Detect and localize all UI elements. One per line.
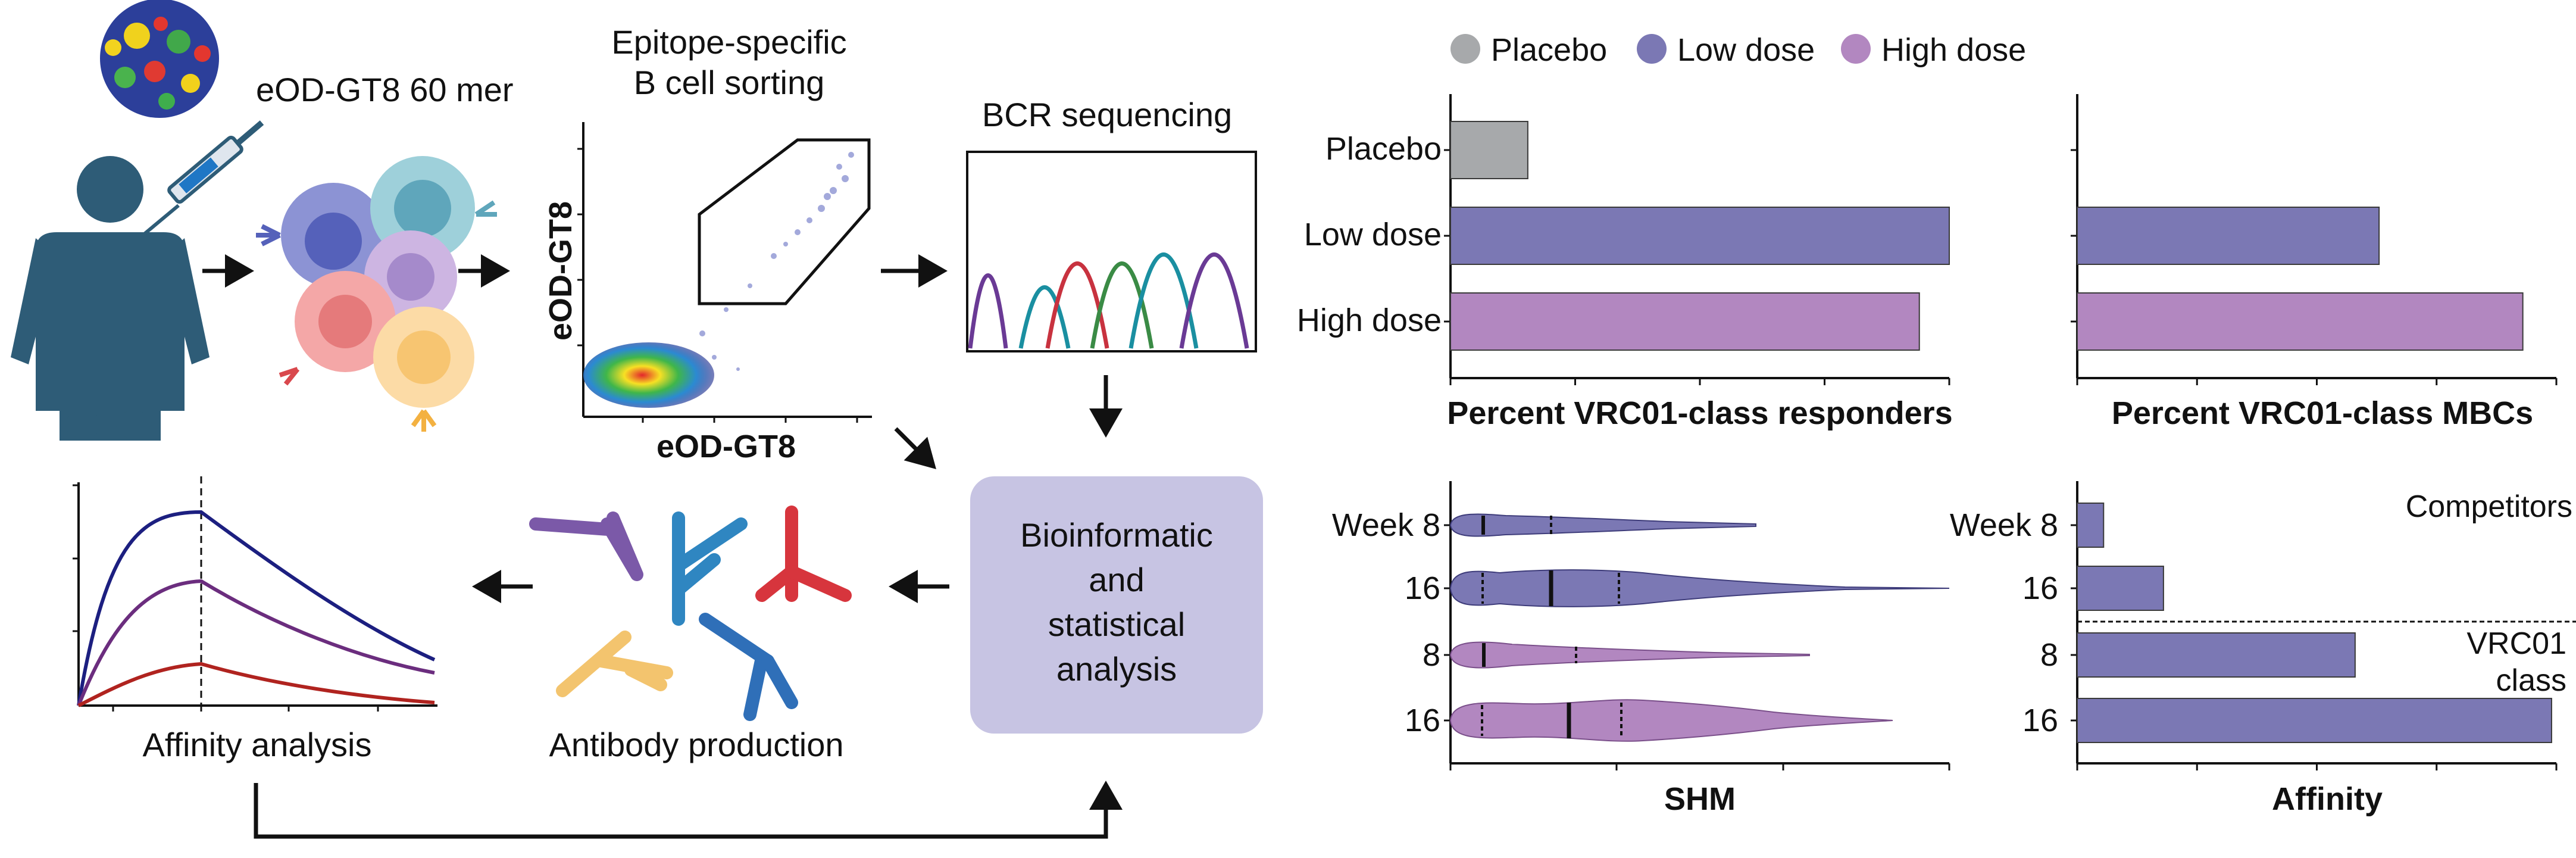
person-icon: [11, 156, 210, 441]
bioinformatic-line1: Bioinformatic: [1020, 516, 1213, 554]
violin-8-high: [1449, 641, 1810, 669]
violin-16-high: [1449, 699, 1893, 742]
x-axis-label: Percent VRC01-class responders: [1447, 395, 1952, 431]
antibodies-icon: [529, 506, 852, 721]
x-axis-label: Affinity: [2272, 781, 2383, 817]
feedback-arrow: [254, 781, 1123, 839]
chart-shm: Week 8 16 8 16 SHM: [1332, 481, 1950, 817]
nanoparticle-icon: [100, 0, 219, 118]
chart-vrc01-responders: Placebo Low dose High dose Percent VRC01…: [1297, 94, 1953, 431]
sequencing-chromatogram: [966, 151, 1257, 352]
legend-swatch-high-dose: [1841, 34, 1871, 64]
nanoparticle-label: eOD-GT8 60 mer: [256, 71, 514, 108]
antibody-label: Antibody production: [549, 726, 843, 763]
category-label-week8: Week 8: [1950, 507, 2058, 543]
x-axis-label: Percent VRC01-class MBCs: [2112, 395, 2533, 431]
chart-affinity: Week 8 16 8 16 Competitors VRC01 class A…: [1950, 481, 2576, 817]
group-label-class: class: [2496, 663, 2566, 698]
bioinformatic-box: [970, 476, 1263, 734]
affinity-sensorgram: [73, 476, 437, 712]
bar-placebo: [1450, 121, 1528, 179]
group-label-competitors: Competitors: [2406, 489, 2572, 524]
bar-competitors-16: [2077, 566, 2164, 611]
category-label-16: 16: [2022, 570, 2058, 606]
affinity-label: Affinity analysis: [143, 726, 372, 763]
bar-vrc01-8: [2077, 632, 2356, 678]
flow-y-axis-label: eOD-GT8: [543, 201, 579, 341]
legend-label-low-dose: Low dose: [1677, 32, 1815, 68]
legend-swatch-placebo: [1450, 34, 1480, 64]
legend-label-placebo: Placebo: [1491, 32, 1607, 68]
flow-x-axis-label: eOD-GT8: [656, 429, 796, 464]
bar-low-dose: [1450, 207, 1950, 265]
bioinformatic-line3: statistical: [1048, 606, 1185, 643]
legend-label-high-dose: High dose: [1881, 32, 2026, 68]
b-cells-icon: [256, 156, 497, 432]
category-label-8: 8: [2040, 637, 2058, 673]
bioinformatic-line2: and: [1089, 561, 1144, 598]
violin-16-low: [1449, 569, 1950, 607]
sorting-title-line2: B cell sorting: [634, 64, 825, 101]
legend-swatch-low-dose: [1637, 34, 1667, 64]
violin-week8-low: [1449, 513, 1756, 537]
bioinformatic-line4: analysis: [1056, 650, 1177, 688]
bar-low-dose: [2077, 207, 2380, 265]
bar-vrc01-16: [2077, 698, 2552, 743]
category-label-high-dose: High dose: [1297, 302, 1442, 338]
arrow: [894, 427, 936, 469]
group-label-vrc01: VRC01: [2466, 626, 2566, 661]
category-label-16: 16: [1405, 570, 1440, 606]
category-label-8: 8: [1423, 637, 1440, 673]
x-axis-label: SHM: [1664, 781, 1736, 817]
sequencing-title: BCR sequencing: [982, 96, 1232, 133]
sorting-title-line1: Epitope-specific: [611, 23, 846, 61]
category-label-low-dose: Low dose: [1304, 217, 1442, 252]
bar-high-dose: [1450, 292, 1920, 351]
bar-competitors-week8: [2077, 503, 2105, 548]
syringe-icon: [142, 120, 264, 237]
chart-vrc01-mbcs: Percent VRC01-class MBCs: [2071, 94, 2558, 431]
category-label-placebo: Placebo: [1325, 131, 1442, 167]
category-label-week8: Week 8: [1332, 507, 1440, 543]
flow-cytometry-plot: [577, 122, 872, 423]
category-label-16: 16: [2022, 703, 2058, 738]
legend: Placebo Low dose High dose: [1450, 32, 2026, 68]
bar-high-dose: [2077, 292, 2524, 351]
category-label-16: 16: [1405, 703, 1440, 738]
